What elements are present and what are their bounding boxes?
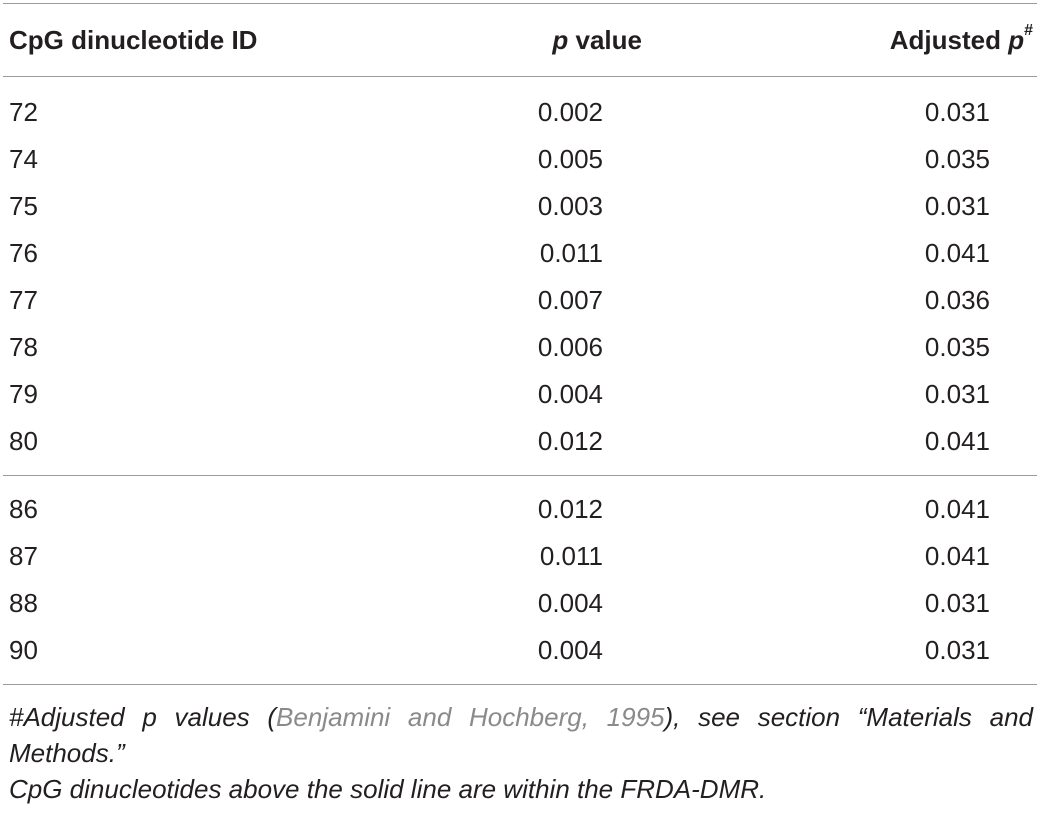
cell-id: 90 — [9, 635, 38, 665]
table-row: 78 0.006 0.035 — [3, 324, 1037, 371]
footnote-suffix: ), see section “Materials and Methods.” — [9, 702, 1033, 768]
table-row: 72 0.002 0.031 — [3, 77, 1037, 137]
cell-id: 86 — [3, 475, 363, 533]
cell-adj: 0.041 — [924, 238, 990, 268]
cell-p: 0.012 — [363, 475, 709, 533]
cell-p: 0.011 — [539, 238, 603, 268]
citation-link[interactable]: Benjamini and Hochberg, 1995 — [276, 702, 665, 732]
header-p-rest: value — [568, 24, 643, 55]
table-row: 87 0.011 0.041 — [3, 533, 1037, 580]
cell-id: 74 — [9, 144, 38, 174]
table-row: 76 0.011 0.041 — [3, 230, 1037, 277]
cell-adj: 0.031 — [924, 379, 990, 409]
cell-adj: 0.035 — [924, 332, 990, 362]
cell-id: 77 — [9, 285, 38, 315]
header-adjusted-italic: p — [1008, 24, 1025, 55]
cell-p: 0.006 — [537, 332, 603, 362]
table-row: 80 0.012 0.041 — [3, 418, 1037, 476]
table-container: CpG dinucleotide ID p value Adjusted p# … — [3, 3, 1037, 807]
cell-adj: 0.031 — [924, 588, 990, 618]
header-p-italic: p — [552, 24, 569, 55]
cell-id: 75 — [9, 191, 38, 221]
cell-adj: 0.041 — [924, 426, 990, 456]
results-table: CpG dinucleotide ID p value Adjusted p# … — [3, 4, 1037, 684]
header-cpg-id: CpG dinucleotide ID — [3, 4, 363, 77]
footnote-dmr: CpG dinucleotides above the solid line a… — [9, 774, 767, 804]
cell-adj: 0.041 — [709, 475, 1037, 533]
header-p-value: p value — [363, 4, 709, 77]
table-row: 75 0.003 0.031 — [3, 183, 1037, 230]
cell-p: 0.011 — [539, 541, 603, 571]
table-row: 90 0.004 0.031 — [3, 627, 1037, 684]
cell-p: 0.003 — [537, 191, 603, 221]
table-header-row: CpG dinucleotide ID p value Adjusted p# — [3, 4, 1037, 77]
table-row: 88 0.004 0.031 — [3, 580, 1037, 627]
footnote-prefix: #Adjusted p values ( — [9, 702, 277, 732]
top-rule — [3, 3, 1037, 4]
cell-p: 0.007 — [537, 285, 603, 315]
header-adjusted-sup: # — [1024, 21, 1033, 39]
cell-adj: 0.031 — [924, 191, 990, 221]
table-footnotes: #Adjusted p values (Benjamini and Hochbe… — [3, 684, 1037, 807]
cell-id: 72 — [9, 97, 38, 127]
header-adjusted-p: Adjusted p# — [709, 4, 1037, 77]
cell-id: 78 — [9, 332, 38, 362]
table-row: 79 0.004 0.031 — [3, 371, 1037, 418]
cell-adj: 0.035 — [924, 144, 990, 174]
cell-p: 0.004 — [537, 635, 603, 665]
table-row: 74 0.005 0.035 — [3, 136, 1037, 183]
cell-p: 0.002 — [537, 97, 603, 127]
cell-p: 0.005 — [537, 144, 603, 174]
cell-p: 0.004 — [537, 379, 603, 409]
table-row: 77 0.007 0.036 — [3, 277, 1037, 324]
cell-id: 88 — [9, 588, 38, 618]
cell-adj: 0.036 — [924, 285, 990, 315]
footnote-adjusted-p: #Adjusted p values (Benjamini and Hochbe… — [9, 699, 1033, 771]
cell-adj: 0.041 — [924, 541, 990, 571]
cell-p: 0.004 — [537, 588, 603, 618]
cell-id: 79 — [9, 379, 38, 409]
table-row: 86 0.012 0.041 — [3, 475, 1037, 533]
cell-adj: 0.031 — [924, 635, 990, 665]
cell-id: 76 — [9, 238, 38, 268]
header-adjusted-text: Adjusted — [889, 24, 1009, 55]
cell-adj: 0.031 — [924, 97, 990, 127]
table-body-outside-dmr: 86 0.012 0.041 87 0.011 0.041 88 0.004 0… — [3, 475, 1037, 685]
cell-id: 87 — [9, 541, 38, 571]
cell-p: 0.012 — [537, 426, 603, 456]
cell-id: 80 — [9, 426, 38, 456]
table-body-dmr: 72 0.002 0.031 74 0.005 0.035 75 0.003 0… — [3, 77, 1037, 476]
